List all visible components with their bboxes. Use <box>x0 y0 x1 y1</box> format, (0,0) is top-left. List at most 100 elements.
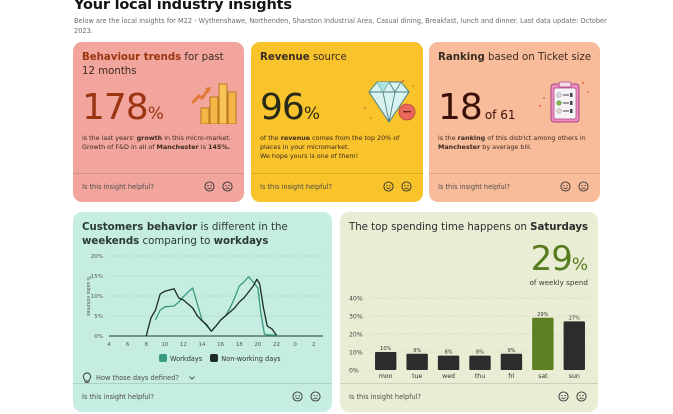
legend-label: Workdays <box>170 355 203 363</box>
legend-item-non-working[interactable]: Non-working days <box>210 354 281 363</box>
ranking-card: Ranking based on Ticket size 18 of 61 is … <box>429 42 600 202</box>
x-tick-label: fri <box>508 373 515 380</box>
x-tick-label: 6 <box>126 342 130 348</box>
bar-value-label: 8% <box>445 350 453 356</box>
x-tick-label: tue <box>412 373 422 380</box>
ranking-description: is the ranking of this district among ot… <box>438 134 594 152</box>
desc-text: is <box>198 143 208 151</box>
page-subtitle: Below are the local insights for M22 - W… <box>74 17 607 35</box>
desc-text: We hope yours is one of them! <box>260 152 359 160</box>
feedback-footer: Is this insight helpful? <box>340 383 598 412</box>
behaviour-trends-card: Behaviour trends for past 12 months 178%… <box>73 42 244 202</box>
title-rest: based on Ticket size <box>484 52 592 63</box>
sales-volume-line-chart: 0% 5% 10% 15% 20% % sales volumes 4 6 8 10 12 14 16 1… <box>85 254 323 348</box>
saturday-share-value: 29% <box>531 240 588 284</box>
bar-value-label: 8% <box>476 350 484 356</box>
value-unit: of 61 <box>484 108 516 122</box>
bar-mon <box>375 352 397 370</box>
frown-icon[interactable] <box>310 391 321 402</box>
title-bold: weekends <box>82 236 140 247</box>
value-unit: % <box>303 104 320 124</box>
smile-icon[interactable] <box>383 181 394 192</box>
weekly-spend-bar-chart: 0% 10% 20% 30% 40% 10% mon 9% tue 8% wed 8% thu 9% fri… <box>349 296 590 380</box>
frown-icon[interactable] <box>222 181 233 192</box>
title-bold: Saturdays <box>530 222 589 233</box>
card-title: Behaviour trends for past 12 months <box>82 51 232 79</box>
desc-bold: growth <box>136 134 163 142</box>
x-tick-label: sun <box>569 373 580 380</box>
desc-text: comes from the top 20% of places in your… <box>260 134 400 151</box>
x-tick-label: 2 <box>312 342 316 348</box>
value-number: 96 <box>260 87 305 128</box>
title-rest: is different in the <box>197 222 288 233</box>
bar-value-label: 9% <box>507 348 515 354</box>
frown-icon[interactable] <box>576 391 587 402</box>
diamond-icon <box>364 80 416 123</box>
desc-text: is the <box>438 134 458 142</box>
desc-bold: revenue <box>280 134 311 142</box>
y-tick-label: 10% <box>91 294 103 300</box>
bar-value-label: 10% <box>380 346 391 352</box>
ranking-value: 18 of 61 <box>438 88 515 135</box>
card-title: Ranking based on Ticket size <box>438 51 591 65</box>
bar-value-label: 9% <box>413 348 421 354</box>
bar-thu <box>469 355 491 370</box>
x-tick-label: wed <box>442 373 455 380</box>
bar-sun <box>563 321 585 370</box>
y-tick-label: 20% <box>349 332 363 339</box>
desc-text: of this district among others in <box>485 134 586 142</box>
x-tick-label: 18 <box>236 342 243 348</box>
bar-value-label: 29% <box>537 312 548 318</box>
feedback-question: Is this insight helpful? <box>82 393 155 401</box>
desc-bold: Manchester <box>156 143 199 151</box>
smile-icon[interactable] <box>560 181 571 192</box>
x-tick-label: 8 <box>144 342 148 348</box>
lightbulb-icon <box>82 372 92 383</box>
x-tick-label: 4 <box>107 342 111 348</box>
smile-icon[interactable] <box>558 391 569 402</box>
frown-icon[interactable] <box>401 181 412 192</box>
bar-value-label: 27% <box>569 315 580 321</box>
y-tick-label: 0% <box>349 368 359 375</box>
desc-bold: Manchester <box>438 143 481 151</box>
smile-icon[interactable] <box>204 181 215 192</box>
legend-label: Non-working days <box>221 355 281 363</box>
legend-item-workdays[interactable]: Workdays <box>159 354 202 363</box>
x-tick-label: 14 <box>199 342 206 348</box>
page-title: Your local industry insights <box>74 0 292 13</box>
customers-behavior-card: Customers behavior is different in the w… <box>73 212 332 412</box>
title-rest: comparing to <box>139 236 214 247</box>
feedback-footer: Is this insight helpful? <box>73 173 244 202</box>
frown-icon[interactable] <box>578 181 589 192</box>
y-tick-label: 20% <box>91 254 103 260</box>
x-tick-label: mon <box>379 373 393 380</box>
legend-swatch <box>210 354 219 362</box>
x-tick-label: 16 <box>217 342 224 348</box>
y-tick-label: 10% <box>349 350 363 357</box>
feedback-footer: Is this insight helpful? <box>251 173 423 202</box>
y-axis-label: % sales volumes <box>85 276 91 317</box>
y-tick-label: 40% <box>349 296 363 303</box>
legend-swatch <box>159 354 167 362</box>
title-rest: The top spending time happens on <box>349 222 531 233</box>
value-number: 18 <box>438 87 483 128</box>
smile-icon[interactable] <box>292 391 303 402</box>
card-title: Customers behavior is different in the w… <box>82 221 288 249</box>
feedback-footer: Is this insight helpful? <box>429 173 600 202</box>
x-tick-label: 10 <box>161 342 168 348</box>
value-number: 29 <box>530 239 573 279</box>
feedback-question: Is this insight helpful? <box>438 183 511 191</box>
revenue-description: of the revenue comes from the top 20% of… <box>260 134 416 161</box>
value-unit: % <box>571 255 588 275</box>
value-unit: % <box>147 104 164 124</box>
bar-sat <box>532 317 554 370</box>
growth-description: is the last years' growth in this micro-… <box>82 134 238 152</box>
feedback-question: Is this insight helpful? <box>82 183 155 191</box>
weekly-spend-card: The top spending time happens on Saturda… <box>340 212 598 412</box>
desc-bold: ranking <box>457 134 486 142</box>
title-rest: source <box>309 52 347 63</box>
how-days-defined-label: How those days defined? <box>96 374 179 382</box>
title-bold: Ranking <box>438 52 485 63</box>
how-days-defined-toggle[interactable]: How those days defined? <box>82 372 196 384</box>
x-tick-label: 20 <box>254 342 261 348</box>
